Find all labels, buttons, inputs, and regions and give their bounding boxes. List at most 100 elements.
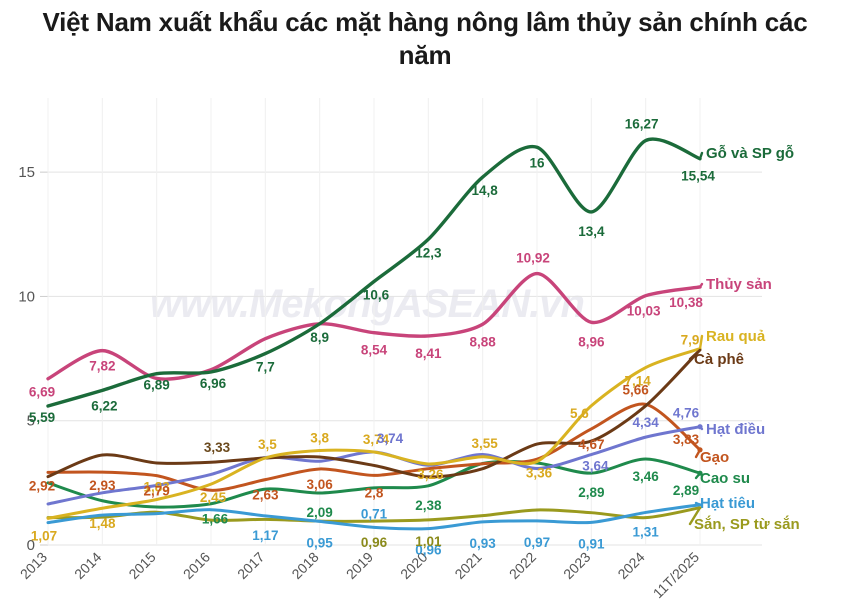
data-label: 2,89 bbox=[578, 485, 604, 500]
data-label: 1,48 bbox=[89, 516, 116, 531]
data-label: 7,7 bbox=[256, 360, 275, 375]
data-label: 2,79 bbox=[144, 484, 170, 499]
series-line-7 bbox=[46, 457, 702, 509]
data-label: 6,96 bbox=[200, 376, 227, 391]
x-axis-label: 2024 bbox=[614, 549, 647, 582]
y-axis-label: 0 bbox=[27, 537, 35, 554]
series-endpoint-dot bbox=[697, 447, 703, 453]
data-label: 6,22 bbox=[91, 398, 117, 413]
data-label: 3,74 bbox=[377, 431, 404, 446]
data-label: 2,38 bbox=[415, 498, 442, 513]
data-label: 0,71 bbox=[361, 506, 388, 521]
data-label: 0,91 bbox=[578, 536, 605, 551]
data-label: 3,33 bbox=[204, 440, 231, 455]
series-line-6 bbox=[46, 402, 702, 492]
series-name-label: Sắn, SP từ sắn bbox=[694, 515, 800, 533]
x-axis-label-text: 2024 bbox=[614, 549, 647, 582]
series-leader-4 bbox=[688, 348, 702, 361]
data-label: 1,83 bbox=[144, 480, 171, 495]
series-name-label: Thủy sản bbox=[706, 276, 772, 293]
data-label: 5,6 bbox=[570, 406, 589, 421]
page-title: Việt Nam xuất khẩu các mặt hàng nông lâm… bbox=[0, 6, 850, 73]
x-axis-label-text: 2018 bbox=[288, 549, 321, 582]
data-label: 0,97 bbox=[524, 535, 550, 550]
data-label: 2,63 bbox=[252, 488, 279, 503]
data-label: 6,69 bbox=[29, 385, 55, 400]
data-label: 15,54 bbox=[681, 169, 715, 184]
data-label: 1,07 bbox=[31, 528, 57, 543]
data-label: 0,93 bbox=[470, 536, 497, 551]
x-axis-label: 2022 bbox=[506, 549, 539, 582]
data-label: 7,82 bbox=[89, 359, 115, 374]
data-label: 0,95 bbox=[307, 535, 334, 550]
x-axis-label: 2019 bbox=[343, 549, 376, 582]
data-label: 2,93 bbox=[89, 478, 116, 493]
data-label: 3,8 bbox=[310, 431, 329, 446]
data-label: 2,89 bbox=[673, 483, 699, 498]
data-label: 16 bbox=[529, 155, 545, 170]
data-label: 0,96 bbox=[415, 543, 442, 558]
series-leader-1 bbox=[698, 151, 704, 160]
data-label: 1,31 bbox=[633, 524, 660, 539]
data-label: 3,06 bbox=[307, 477, 334, 492]
data-label: 3,26 bbox=[417, 467, 444, 482]
x-axis-label: 2015 bbox=[125, 549, 158, 582]
x-axis-label-text: 2021 bbox=[451, 549, 484, 582]
data-label: 1,01 bbox=[415, 534, 442, 549]
y-axis-label: 15 bbox=[18, 164, 35, 181]
series-endpoint-dot bbox=[697, 424, 703, 430]
data-label: 4,34 bbox=[633, 415, 660, 430]
series-name-label: Cao su bbox=[700, 470, 750, 487]
data-label: 1,66 bbox=[202, 512, 229, 527]
series-leader-9 bbox=[688, 506, 702, 526]
data-label: 3,74 bbox=[363, 432, 390, 447]
data-label: 2,09 bbox=[307, 505, 333, 520]
data-label: 12,3 bbox=[415, 245, 442, 260]
data-label: 1,17 bbox=[252, 528, 278, 543]
page-title-line1: Việt Nam xuất khẩu các mặt hàng nông lâm… bbox=[42, 7, 683, 37]
series-name-label: Hạt tiêu bbox=[700, 495, 755, 512]
data-label: 8,54 bbox=[361, 343, 388, 358]
data-label: 8,41 bbox=[415, 346, 442, 361]
data-label: 10,92 bbox=[516, 251, 550, 266]
data-label: 10,03 bbox=[627, 304, 661, 319]
data-label: 10,6 bbox=[363, 288, 390, 303]
x-axis-label: 2017 bbox=[234, 549, 267, 582]
series-name-label: Hạt điều bbox=[706, 421, 765, 438]
x-axis-label-text: 2016 bbox=[180, 549, 213, 582]
data-label: 3,83 bbox=[673, 432, 700, 447]
y-axis-label: 10 bbox=[18, 288, 35, 305]
series-line-8 bbox=[46, 503, 702, 531]
data-label: 4,76 bbox=[673, 406, 700, 421]
data-label: 7,9 bbox=[681, 333, 700, 348]
x-axis-label-text: 2014 bbox=[71, 549, 104, 582]
x-axis-label: 2014 bbox=[71, 549, 104, 582]
data-label: 8,96 bbox=[578, 334, 605, 349]
data-label: 3,36 bbox=[526, 465, 553, 480]
x-axis-label-text: 2022 bbox=[506, 549, 539, 582]
series-name-label: Rau quả bbox=[706, 328, 766, 345]
data-label: 8,9 bbox=[310, 330, 329, 345]
series-leader-3 bbox=[698, 334, 704, 350]
series-name-label: Gạo bbox=[700, 449, 729, 466]
series-name-label: Gỗ và SP gỗ bbox=[706, 145, 794, 162]
x-axis-label: 11T/2025 bbox=[650, 549, 703, 602]
data-label: 5,59 bbox=[29, 410, 55, 425]
series-leader-8 bbox=[694, 501, 702, 506]
data-label: 0,96 bbox=[361, 535, 388, 550]
data-label: 2,8 bbox=[365, 485, 384, 500]
series-line-1 bbox=[46, 137, 702, 408]
data-label: 3,5 bbox=[258, 437, 277, 452]
x-axis-label: 2016 bbox=[180, 549, 213, 582]
series-name-label: Cà phê bbox=[694, 351, 744, 368]
x-axis-label-text: 11T/2025 bbox=[650, 549, 703, 602]
series-line-2 bbox=[46, 271, 702, 381]
x-axis-label: 2018 bbox=[288, 549, 321, 582]
x-axis-label-text: 2019 bbox=[343, 549, 376, 582]
series-endpoint-dot bbox=[697, 470, 703, 476]
y-axis-label: 5 bbox=[27, 413, 35, 430]
page-title-line2: chính các năm bbox=[398, 7, 808, 71]
data-label: 2,45 bbox=[200, 490, 227, 505]
x-axis-label-text: 2015 bbox=[125, 549, 158, 582]
